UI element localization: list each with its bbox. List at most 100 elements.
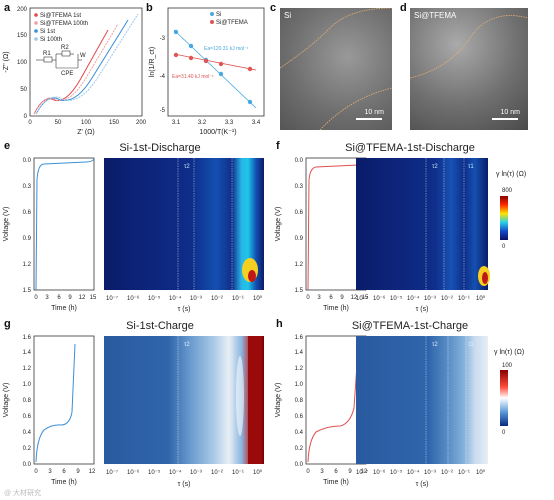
nyquist-xlabel: Z' (Ω)	[77, 129, 94, 136]
ytick-h: 0.0	[295, 462, 304, 468]
drt-xtick: 10⁻²	[441, 470, 453, 476]
drt-xtick: 10⁰	[253, 295, 263, 302]
drt-xtick: 10⁻⁵	[390, 469, 403, 476]
ytick-h: 0.6	[295, 414, 304, 420]
cbar-max: 800	[502, 188, 513, 194]
nyquist-ytick: 200	[17, 7, 28, 13]
voltage-plot-e: Voltage (V) 0.0 0.3 0.6 0.9 1.2 1.5 0 3 …	[3, 157, 97, 312]
circuit-r2: R2	[61, 45, 69, 51]
ytick-e: 0.3	[23, 184, 32, 190]
drt-xtick: 10⁻⁷	[106, 295, 118, 302]
drt-heatmap-g: τ2 10⁻⁷ 10⁻⁶ 10⁻⁵ 10⁻⁴ 10⁻³ 10⁻² 10⁻¹ 10…	[104, 336, 264, 488]
drt-xtick: 10⁻⁴	[169, 469, 182, 476]
ylabel-f: Voltage (V)	[275, 207, 282, 242]
legend-si-100th: Si 100th	[40, 37, 62, 43]
nyquist-yticks: 0 50 100 150 200	[17, 7, 28, 120]
drt-xtick: 10⁻³	[424, 296, 436, 302]
nyquist-ylabel: -Z'' (Ω)	[3, 51, 10, 72]
tau2-label: τ2	[184, 342, 190, 348]
ytick-h: 1.2	[295, 366, 304, 372]
drt-xtick: 10⁻¹	[232, 470, 244, 476]
drt-xtick: 10⁻²	[211, 470, 223, 476]
ylabel-e: Voltage (V)	[3, 207, 10, 242]
tau1-label: τ1	[468, 164, 474, 170]
ytick-g: 0.2	[23, 446, 32, 452]
title-f: Si@TFEMA-1st-Discharge	[345, 142, 475, 154]
drt-xtick: 10⁻¹	[458, 470, 470, 476]
panel-label-e: e	[4, 140, 11, 152]
ytick-e: 0.9	[23, 236, 32, 242]
ytick-f: 1.2	[295, 262, 304, 268]
ytick-f: 0.0	[295, 158, 304, 164]
scale-bar	[356, 118, 382, 120]
xtick-f: 9	[340, 295, 344, 301]
scale-label: 10 nm	[364, 109, 384, 116]
nyquist-ytick: 0	[24, 114, 28, 120]
cbar-min: 0	[502, 244, 506, 250]
drt-xtick: 10⁻⁴	[169, 295, 182, 302]
arrhenius-points-tfema	[173, 52, 253, 72]
cbar-max: 100	[502, 363, 513, 369]
xtick-f: 6	[329, 295, 333, 301]
voltage-plot-h: Voltage (V) 0.0 0.2 0.4 0.6 0.8 1.0 1.2 …	[275, 335, 368, 486]
ytick-e: 0.6	[23, 210, 32, 216]
voltage-plot-g: Voltage (V) 0.0 0.2 0.4 0.6 0.8 1.0 1.2 …	[3, 335, 96, 486]
xtick-g: 6	[62, 469, 66, 475]
xtick-f: 12	[351, 295, 358, 301]
panel-label-a: a	[4, 2, 11, 14]
nyquist-xtick: 200	[136, 120, 146, 126]
drt-xtick: 10⁰	[476, 295, 486, 302]
ytick-g: 1.6	[23, 335, 32, 341]
xtick-g: 9	[76, 469, 80, 475]
panel-label-h: h	[276, 318, 283, 330]
legend-si-tfema: Si@TFEMA	[216, 20, 248, 26]
drt-xtick: 10⁻¹	[458, 296, 470, 302]
cbar-min: 0	[502, 430, 506, 436]
nyquist-series-tfema-1st	[33, 29, 109, 115]
ytick-h: 0.2	[295, 446, 304, 452]
drt-xtick: 10⁻⁴	[407, 469, 420, 476]
drt-xtick: 10⁻⁴	[407, 295, 420, 302]
ytick-g: 1.4	[23, 350, 32, 356]
xtick-e: 3	[45, 295, 49, 301]
xtick-g: 12	[89, 469, 96, 475]
ytick-h: 0.8	[295, 398, 304, 404]
tem-image-si-tfema: Si@TFEMA 10 nm	[410, 8, 528, 130]
drt-xtick: 10⁻⁵	[390, 295, 403, 302]
panel-label-f: f	[276, 140, 280, 152]
drt-xtick: 10⁻⁵	[148, 469, 161, 476]
ytick-f: 0.9	[295, 236, 304, 242]
tem-image-si: Si 10 nm	[280, 8, 392, 130]
drt-xtick: 10⁻²	[441, 296, 453, 302]
drt-xtick: 10⁻⁷	[356, 469, 368, 476]
drt-xlabel: τ (s)	[416, 306, 429, 313]
voltage-curve-h	[307, 349, 359, 463]
drt-xtick: 10⁻³	[424, 470, 436, 476]
title-h: Si@TFEMA-1st-Charge	[351, 320, 469, 332]
drt-xtick: 10⁻¹	[232, 296, 244, 302]
ytick-e: 1.5	[23, 288, 32, 294]
cbar-label: γ ln(τ) (Ω)	[494, 349, 524, 356]
arrhenius-ytick: -4	[160, 74, 166, 80]
nyquist-xtick: 100	[81, 120, 92, 126]
nyquist-series-tfema-100th	[33, 23, 119, 115]
nyquist-xtick: 50	[55, 120, 62, 126]
xtick-g: 0	[34, 469, 38, 475]
tem-tag-si: Si	[284, 11, 292, 20]
nyquist-xticks: 0 50 100 150 200	[28, 120, 146, 126]
xtick-f: 15	[362, 295, 369, 301]
ytick-e: 1.2	[23, 262, 32, 268]
drt-xtick: 10⁰	[476, 469, 486, 476]
ytick-g: 0.4	[23, 430, 32, 436]
ytick-g: 0.0	[23, 462, 32, 468]
arrhenius-plot: ln(1/R_ct) 1000/T(K⁻¹) 3.1 3.2 3.3 3.4 -…	[149, 7, 265, 136]
arrhenius-xtick: 3.3	[225, 120, 234, 126]
legend-si: Si	[216, 12, 221, 18]
ytick-f: 0.6	[295, 210, 304, 216]
xtick-h: 3	[320, 469, 324, 475]
drt-heatmap-f: τ2 τ1 10⁻⁷ 10⁻⁶ 10⁻⁵ 10⁻⁴ 10⁻³ 10⁻² 10⁻¹…	[356, 158, 490, 313]
xtick-h: 12	[361, 469, 368, 475]
ylabel-g: Voltage (V)	[3, 383, 10, 418]
arrhenius-xtick: 3.4	[252, 120, 261, 126]
arrhenius-ytick: -5	[160, 108, 166, 114]
